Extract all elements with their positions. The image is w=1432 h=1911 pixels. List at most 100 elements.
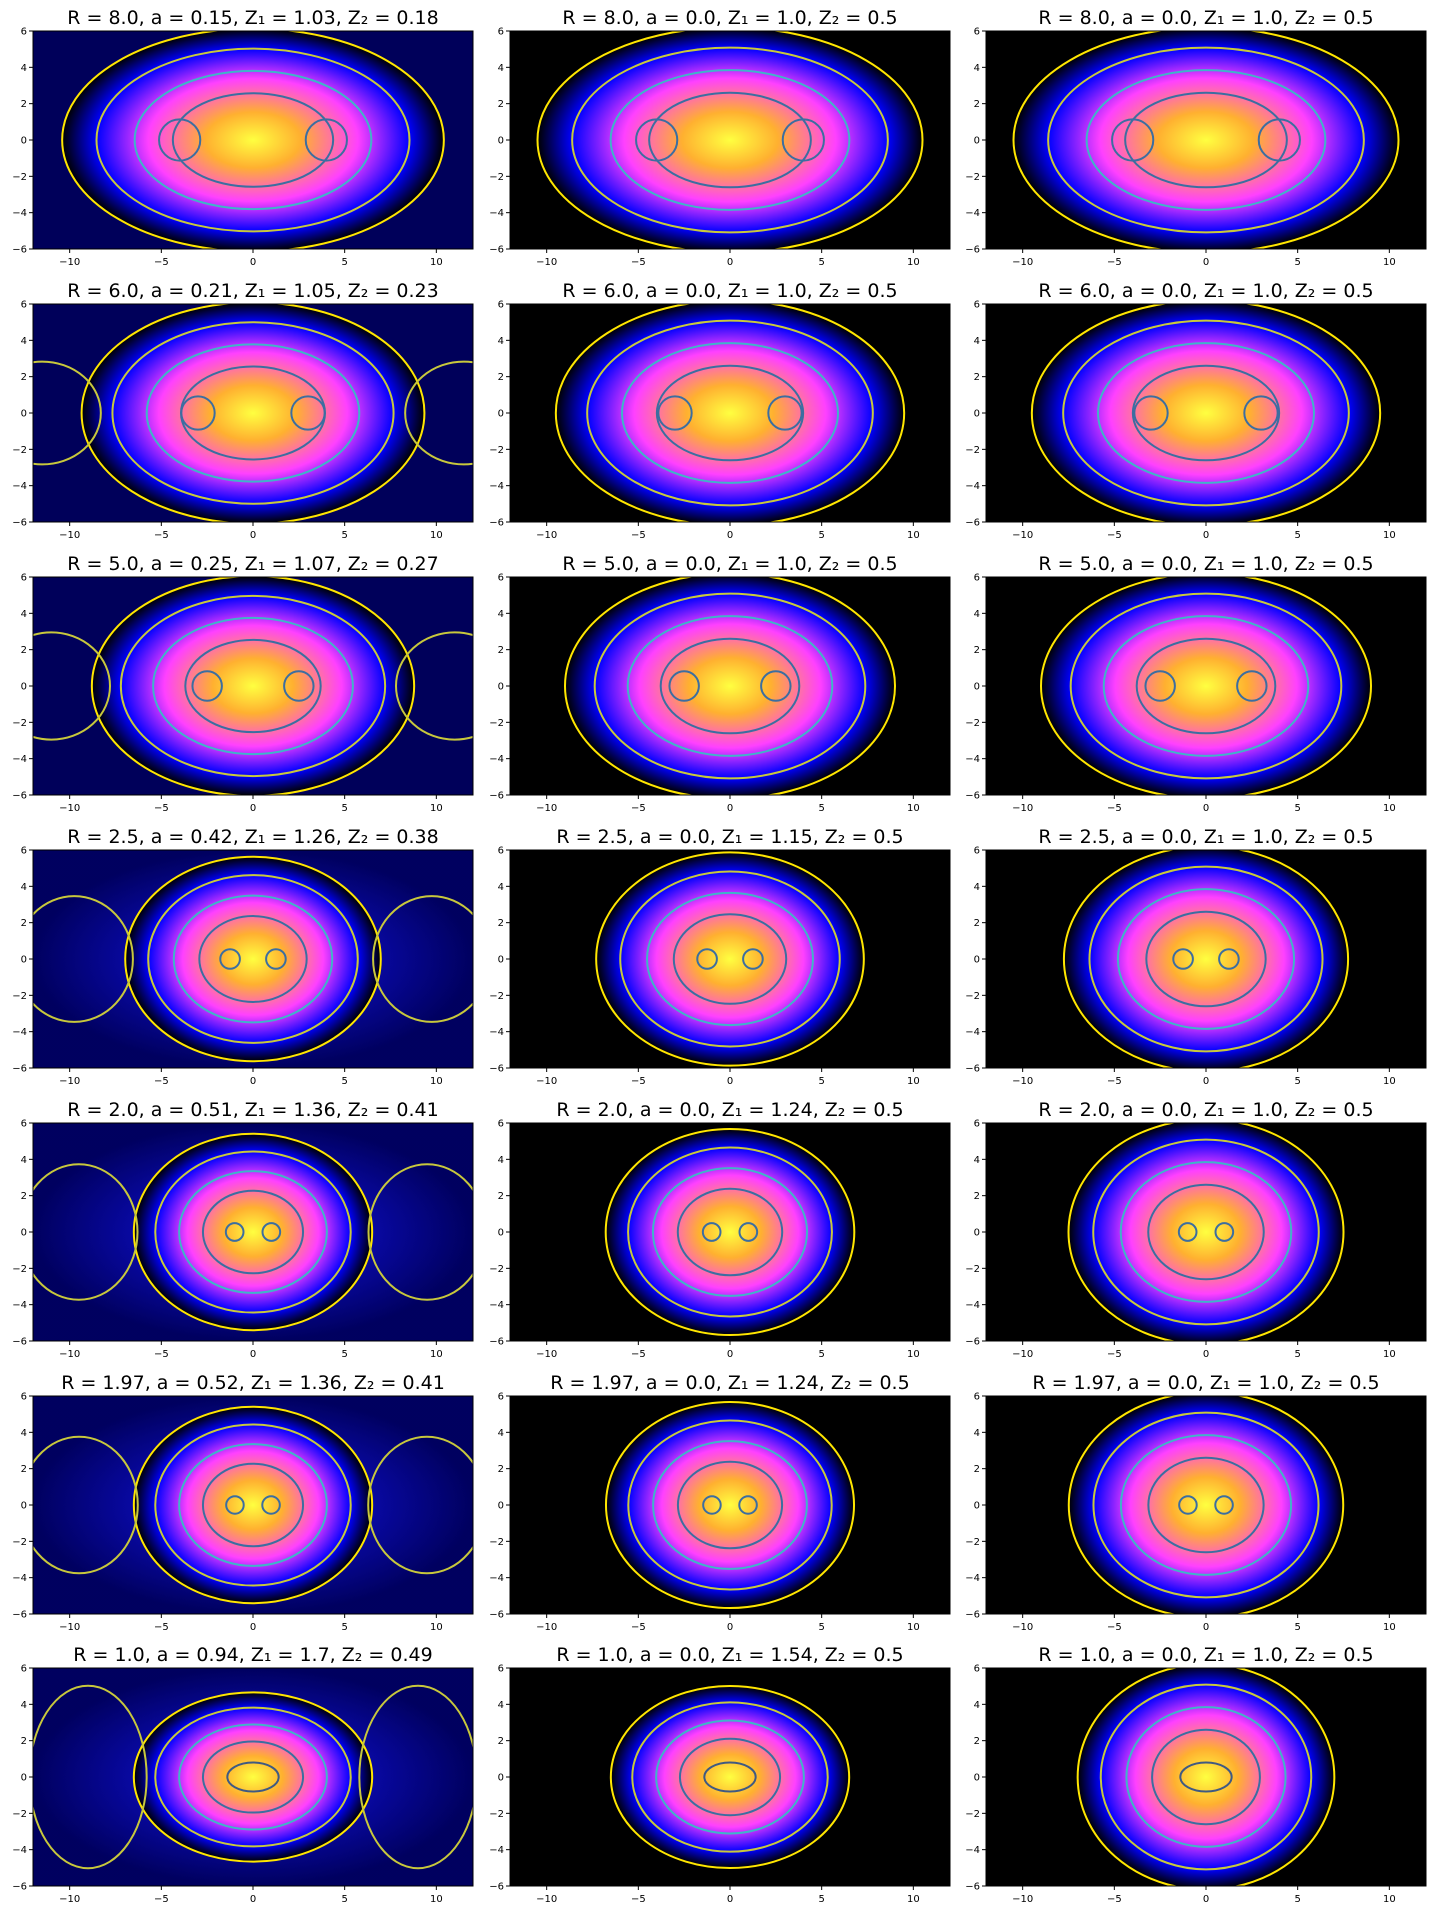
x-tick-label: 10: [1383, 1349, 1396, 1360]
y-tick-label: 4: [498, 1700, 504, 1711]
y-tick-label: 4: [498, 1428, 504, 1439]
x-tick-label: 10: [907, 1622, 920, 1633]
y-tick-label: −6: [12, 518, 27, 529]
density-blob: [1041, 577, 1371, 795]
y-tick-label: 6: [21, 300, 27, 311]
panel-4-2: −10 −5 0 5 10 −6 −4 −2 0 2 4 6 R = 2.5, a = 0.0, Z₁ …: [489, 826, 951, 1087]
x-tick-label: 0: [727, 257, 733, 268]
y-tick-label: 0: [974, 682, 980, 693]
y-tick-label: −2: [965, 718, 980, 729]
y-tick-label: −4: [12, 1300, 27, 1311]
contour-line: [178, 1170, 328, 1294]
y-tick-label: −2: [489, 1537, 504, 1548]
contour-line: [1092, 1411, 1320, 1599]
panel-title: R = 2.0, a = 0.0, Z₁ = 1.0, Z₂ = 0.5: [1038, 1099, 1373, 1121]
y-tick-label: −4: [965, 481, 980, 492]
nucleus-contour: [738, 1222, 759, 1242]
density-blob: [133, 1692, 373, 1862]
y-tick-label: 4: [974, 1428, 980, 1439]
y-tick-label: 0: [974, 136, 980, 147]
contour-line: [80, 304, 426, 522]
x-tick-label: 0: [1203, 1622, 1209, 1633]
x-tick-label: 5: [341, 530, 347, 541]
y-tick-label: 0: [498, 409, 504, 420]
density-blob: [1077, 1668, 1335, 1886]
panel-title: R = 5.0, a = 0.25, Z₁ = 1.07, Z₂ = 0.27: [67, 553, 438, 575]
y-tick-label: −6: [12, 1882, 27, 1893]
y-tick-label: 2: [498, 918, 504, 929]
contour-line: [626, 615, 834, 757]
x-tick-label: −10: [1012, 1894, 1033, 1905]
y-tick-label: 0: [21, 1501, 27, 1512]
x-tick-label: 5: [1294, 1349, 1300, 1360]
panel-1-2: −10 −5 0 5 10 −6 −4 −2 0 2 4 6 R = 8.0, a = 0.0, Z₁ …: [489, 7, 951, 268]
nucleus-contour: [224, 1222, 245, 1242]
y-tick-label: −4: [489, 1845, 504, 1856]
y-tick-label: 2: [498, 1464, 504, 1475]
y-tick-label: 6: [498, 846, 504, 857]
y-tick-label: −6: [489, 518, 504, 529]
x-tick-label: −10: [536, 1894, 557, 1905]
y-tick-label: 6: [498, 27, 504, 38]
x-tick-label: −5: [631, 1076, 646, 1087]
contour-line: [1030, 304, 1382, 522]
y-tick-label: 4: [974, 63, 980, 74]
y-tick-label: −6: [489, 1610, 504, 1621]
y-tick-label: −2: [489, 172, 504, 183]
y-tick-label: −6: [489, 1882, 504, 1893]
x-tick-label: −10: [536, 257, 557, 268]
y-tick-label: 2: [21, 1736, 27, 1747]
y-tick-label: 4: [21, 609, 27, 620]
x-tick-label: 5: [818, 530, 824, 541]
x-tick-label: 10: [907, 1076, 920, 1087]
panel-5-3: −10 −5 0 5 10 −6 −4 −2 0 2 4 6 R = 2.0, a = 0.0, Z₁ …: [965, 1099, 1427, 1360]
x-tick-label: 0: [727, 530, 733, 541]
nucleus-contour: [290, 395, 326, 431]
nucleus-contour: [738, 1495, 758, 1515]
y-tick-label: −2: [965, 172, 980, 183]
y-tick-label: −4: [965, 1573, 980, 1584]
y-tick-label: −4: [965, 1027, 980, 1038]
x-tick-label: −10: [1012, 257, 1033, 268]
contour-line: [676, 1460, 784, 1550]
nucleus-contour: [657, 395, 693, 431]
density-blob: [1013, 31, 1399, 249]
x-tick-label: −5: [631, 1622, 646, 1633]
x-tick-label: −5: [154, 1894, 169, 1905]
y-tick-label: 0: [498, 1501, 504, 1512]
contour-line: [1125, 1706, 1287, 1848]
x-tick-label: 5: [341, 1076, 347, 1087]
y-tick-label: 6: [974, 1392, 980, 1403]
x-tick-label: 10: [430, 1894, 443, 1905]
y-tick-label: −6: [12, 1064, 27, 1075]
density-blob: [605, 1128, 855, 1336]
nucleus-contour: [1214, 1222, 1235, 1242]
y-tick-label: 0: [21, 409, 27, 420]
nucleus-contour: [265, 948, 287, 970]
y-tick-label: 4: [974, 336, 980, 347]
y-tick-label: 2: [974, 372, 980, 383]
contour-line: [1147, 1183, 1265, 1281]
x-tick-label: 0: [1203, 530, 1209, 541]
x-tick-label: 10: [1383, 803, 1396, 814]
x-tick-label: −5: [154, 1622, 169, 1633]
panel-3-1: −10 −5 0 5 10 −6 −4 −2 0 2 4 6 R = 5.0, a = 0.25, Z₁…: [12, 553, 474, 814]
y-tick-label: −6: [965, 1064, 980, 1075]
x-tick-label: −5: [1107, 530, 1122, 541]
contour-line: [554, 304, 906, 522]
x-tick-label: −5: [154, 1076, 169, 1087]
x-tick-label: 0: [250, 1622, 256, 1633]
panel-5-2: −10 −5 0 5 10 −6 −4 −2 0 2 4 6 R = 2.0, a = 0.0, Z₁ …: [489, 1099, 951, 1360]
nucleus-contour: [701, 1222, 722, 1242]
contour-line: [172, 894, 334, 1024]
contour-line: [1151, 1728, 1261, 1826]
panel-6-2: −10 −5 0 5 10 −6 −4 −2 0 2 4 6 R = 1.97, a = 0.0, Z₁…: [489, 1372, 951, 1633]
contour-line: [178, 1443, 328, 1567]
nucleus-contour: [668, 670, 700, 702]
panel-1-1: −10 −5 0 5 10 −6 −4 −2 0 2 4 6 R = 8.0, a = 0.15, Z₁…: [12, 7, 474, 268]
nucleus-contour: [226, 1761, 280, 1793]
panel-title: R = 2.0, a = 0.51, Z₁ = 1.36, Z₂ = 0.41: [67, 1099, 438, 1121]
panel-title: R = 8.0, a = 0.0, Z₁ = 1.0, Z₂ = 0.5: [562, 7, 897, 29]
panel-title: R = 2.5, a = 0.0, Z₁ = 1.0, Z₂ = 0.5: [1038, 826, 1373, 848]
x-tick-label: −5: [1107, 803, 1122, 814]
